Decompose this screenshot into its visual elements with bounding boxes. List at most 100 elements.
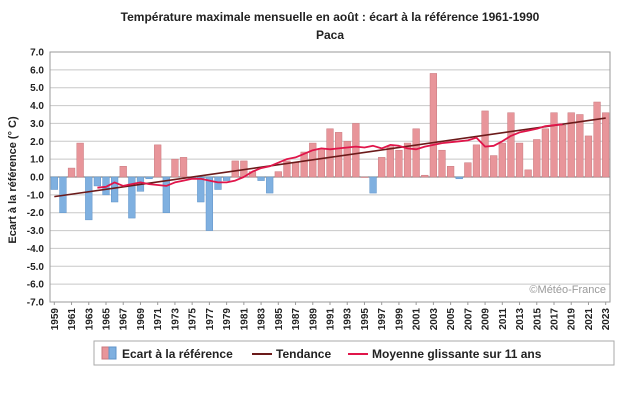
anomaly-bar: [490, 155, 498, 178]
anomaly-bar: [162, 176, 170, 213]
anomaly-bar: [85, 176, 93, 221]
y-tick-label: -4.0: [27, 244, 45, 255]
anomaly-bar: [378, 157, 386, 178]
anomaly-bar: [455, 176, 463, 180]
chart-legend: Ecart à la référence Tendance Moyenne gl…: [93, 340, 615, 366]
legend-label-moving-average: Moyenne glissante sur 11 ans: [372, 347, 542, 361]
x-tick-label: 1959: [50, 308, 61, 331]
anomaly-bar: [421, 174, 429, 178]
anomaly-bar: [171, 158, 179, 178]
x-tick-label: 1975: [188, 308, 199, 331]
anomaly-bar: [464, 162, 472, 178]
x-tick-label: 1971: [153, 308, 164, 331]
y-tick-label: 0.0: [30, 173, 44, 184]
x-tick-label: 2003: [429, 308, 440, 331]
anomaly-bar: [369, 176, 377, 194]
anomaly-bar: [76, 142, 84, 178]
legend-bars-swatch: [101, 346, 117, 360]
anomaly-bar: [231, 160, 239, 178]
x-tick-label: 1989: [308, 308, 319, 331]
x-tick-label: 1967: [119, 308, 130, 331]
anomaly-bar: [403, 142, 412, 178]
line-series: [54, 117, 606, 198]
anomaly-bar: [584, 135, 593, 178]
chart-title: Température maximale mensuelle en août :…: [121, 10, 540, 24]
x-tick-label: 2007: [463, 308, 474, 331]
x-tick-label: 1969: [136, 308, 147, 331]
x-tick-label: 2017: [550, 308, 561, 331]
anomaly-bars: [50, 73, 610, 231]
y-tick-label: 1.0: [30, 155, 44, 166]
x-tick-label: 1999: [394, 308, 405, 331]
x-tick-label: 1997: [377, 308, 388, 331]
anomaly-bar: [593, 101, 601, 178]
axes: 7.0 6.0 5.0 4.0 3.0 2.0 1.0 0.0 -1.0 -2.0 -3.0 -4.0…: [27, 48, 612, 331]
y-tick-label: 4.0: [30, 101, 44, 112]
x-tick-label: 2023: [601, 308, 612, 331]
anomaly-bar: [300, 151, 308, 178]
legend-label-trend: Tendance: [276, 347, 331, 361]
legend-label-anomaly: Ecart à la référence: [122, 347, 233, 361]
x-tick-label: 2001: [412, 308, 423, 331]
anomaly-bar: [550, 112, 558, 178]
x-tick-label: 2011: [498, 308, 509, 330]
anomaly-bar: [507, 112, 515, 178]
y-tick-label: -2.0: [27, 208, 45, 219]
anomaly-bar: [179, 157, 188, 178]
anomaly-bar: [266, 176, 274, 194]
anomaly-bar: [291, 162, 300, 178]
y-tick-label: -1.0: [27, 190, 45, 201]
y-tick-label: -6.0: [27, 280, 45, 291]
x-tick-label: 1979: [222, 308, 233, 331]
anomaly-bar: [50, 176, 58, 190]
y-tick-label: 6.0: [30, 65, 44, 76]
legend-frame: [93, 340, 615, 366]
y-tick-label: 2.0: [30, 137, 44, 148]
anomaly-bar: [274, 171, 282, 178]
anomaly-bar: [317, 148, 325, 178]
x-tick-label: 1973: [170, 308, 181, 331]
x-tick-label: 1995: [360, 308, 371, 331]
anomaly-bar: [119, 166, 127, 178]
x-tick-label: 2009: [481, 308, 492, 331]
y-tick-label: -3.0: [27, 226, 45, 237]
x-tick-label: 1977: [205, 308, 216, 331]
anomaly-bar: [559, 124, 567, 178]
anomaly-bar: [257, 176, 265, 181]
anomaly-bar: [145, 176, 153, 180]
anomaly-bar: [343, 141, 351, 178]
anomaly-bar: [360, 176, 369, 178]
y-tick-label: 5.0: [30, 83, 44, 94]
anomaly-bar: [386, 146, 394, 178]
x-tick-label: 1983: [257, 308, 268, 331]
anomaly-bar: [205, 176, 213, 231]
anomaly-bar: [541, 128, 549, 178]
anomaly-bar: [472, 144, 481, 178]
moving-average-line: [97, 123, 563, 189]
x-tick-label: 2015: [532, 308, 543, 331]
anomaly-bar: [154, 144, 162, 178]
anomaly-bar: [447, 166, 455, 178]
x-tick-label: 1991: [326, 308, 337, 331]
anomaly-bar: [395, 149, 403, 178]
anomaly-bar: [429, 73, 437, 178]
y-tick-label: 7.0: [30, 48, 44, 59]
x-tick-label: 1965: [102, 308, 113, 331]
x-tick-label: 1987: [291, 308, 302, 331]
anomaly-bar: [335, 132, 343, 178]
anomaly-bar: [498, 142, 506, 178]
anomaly-bar: [352, 123, 360, 178]
anomaly-bar: [515, 142, 524, 178]
x-tick-label: 2019: [567, 308, 578, 331]
x-tick-label: 1981: [239, 308, 250, 331]
credit-text: ©Météo-France: [529, 284, 606, 296]
legend-positive-swatch: [101, 346, 110, 360]
x-tick-label: 1985: [274, 308, 285, 331]
y-tick-label: -5.0: [27, 262, 45, 273]
anomaly-bar: [283, 160, 291, 178]
x-tick-label: 2005: [446, 308, 457, 331]
anomaly-bar: [412, 128, 420, 178]
x-tick-label: 1963: [84, 308, 95, 331]
